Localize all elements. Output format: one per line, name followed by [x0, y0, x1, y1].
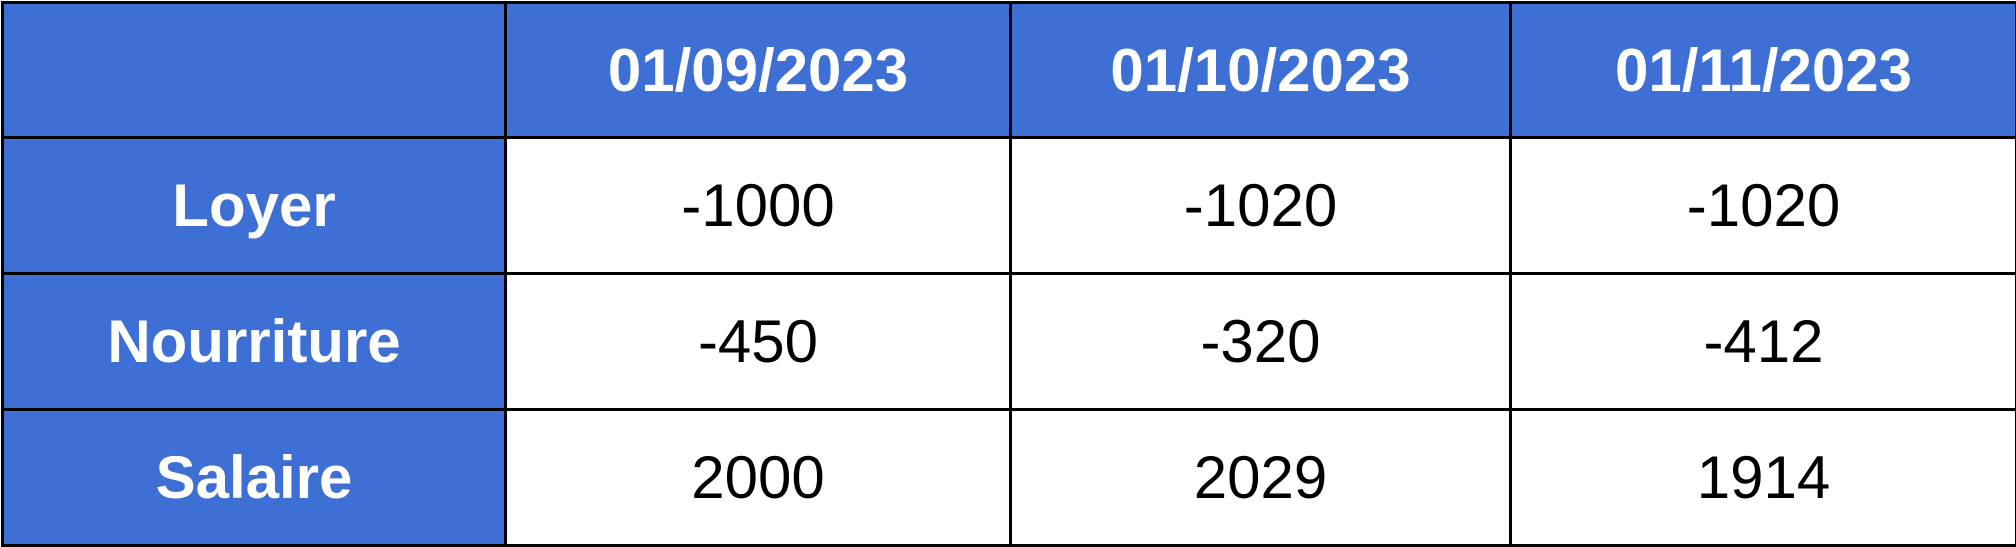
table-cell: 2000 [506, 410, 1011, 546]
corner-cell [3, 3, 506, 138]
table-row: Loyer -1000 -1020 -1020 [3, 138, 2016, 274]
table-cell: -412 [1511, 274, 2016, 410]
row-header: Loyer [3, 138, 506, 274]
table-cell: 1914 [1511, 410, 2016, 546]
table-cell: -1000 [506, 138, 1011, 274]
table-cell: -320 [1011, 274, 1511, 410]
table-cell: -1020 [1011, 138, 1511, 274]
column-header: 01/11/2023 [1511, 3, 2016, 138]
table-cell: 2029 [1011, 410, 1511, 546]
table-row: Salaire 2000 2029 1914 [3, 410, 2016, 546]
table-cell: -450 [506, 274, 1011, 410]
row-header: Nourriture [3, 274, 506, 410]
table-cell: -1020 [1511, 138, 2016, 274]
column-header: 01/10/2023 [1011, 3, 1511, 138]
header-row: 01/09/2023 01/10/2023 01/11/2023 [3, 3, 2016, 138]
column-header: 01/09/2023 [506, 3, 1011, 138]
row-header: Salaire [3, 410, 506, 546]
table-row: Nourriture -450 -320 -412 [3, 274, 2016, 410]
